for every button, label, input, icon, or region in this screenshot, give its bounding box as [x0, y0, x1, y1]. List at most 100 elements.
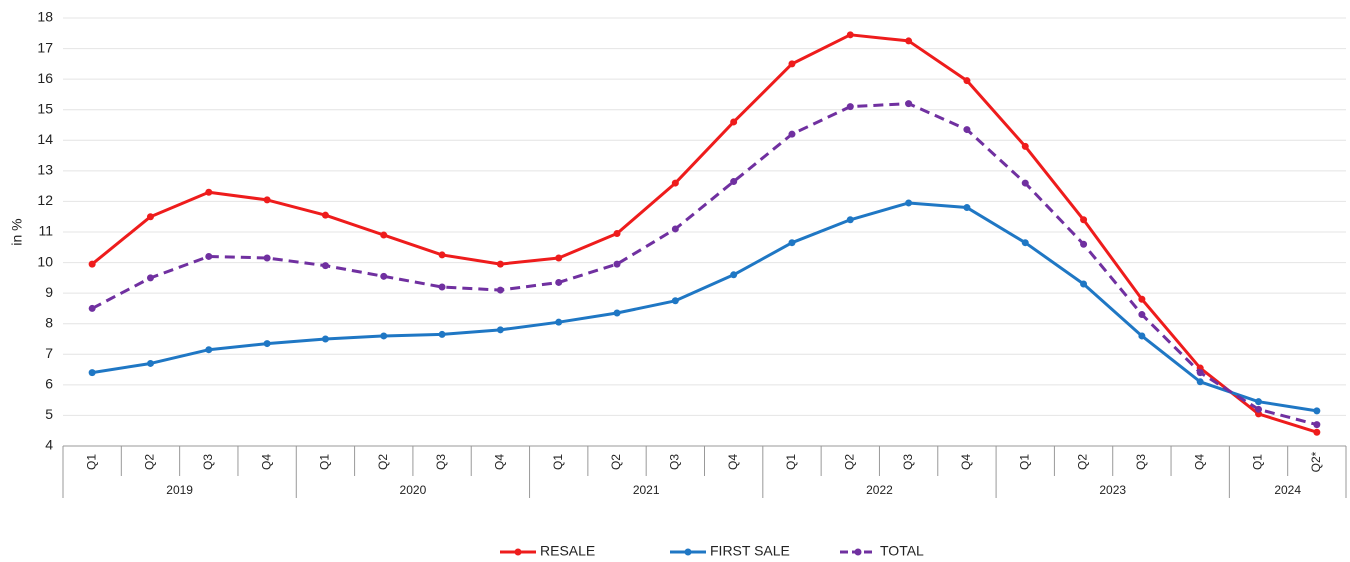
- data-point: [671, 179, 679, 187]
- legend-marker: [684, 548, 692, 556]
- data-point: [963, 204, 971, 212]
- data-point: [380, 231, 388, 239]
- data-point: [146, 274, 154, 282]
- data-point: [1313, 407, 1321, 415]
- x-tick-label: Q1: [84, 454, 98, 470]
- data-point: [1021, 239, 1029, 247]
- x-tick-label: Q1: [318, 454, 332, 470]
- x-tick-label: Q2: [376, 454, 390, 470]
- data-point: [321, 262, 329, 270]
- data-point: [438, 330, 446, 338]
- data-point: [1255, 405, 1263, 413]
- data-point: [1021, 179, 1029, 187]
- data-point: [1196, 378, 1204, 386]
- data-point: [263, 254, 271, 262]
- data-point: [496, 286, 504, 294]
- x-tick-label: Q4: [1192, 454, 1206, 470]
- data-point: [613, 230, 621, 238]
- data-point: [788, 60, 796, 68]
- x-tick-label: Q1: [551, 454, 565, 470]
- legend-label: FIRST SALE: [710, 543, 790, 559]
- data-point: [380, 272, 388, 280]
- data-point: [555, 254, 563, 262]
- year-label: 2023: [1099, 483, 1126, 497]
- y-tick-label: 9: [45, 284, 53, 300]
- x-tick-label: Q3: [1134, 454, 1148, 470]
- data-point: [730, 178, 738, 186]
- data-point: [1080, 216, 1088, 224]
- data-point: [905, 100, 913, 108]
- data-point: [263, 196, 271, 204]
- data-point: [88, 304, 96, 312]
- data-point: [496, 326, 504, 334]
- data-point: [321, 211, 329, 219]
- data-point: [963, 77, 971, 85]
- x-tick-label: Q1: [1017, 454, 1031, 470]
- data-point: [555, 278, 563, 286]
- series-line: [91, 33, 1318, 434]
- series-line: [91, 102, 1318, 427]
- data-point: [1138, 295, 1146, 303]
- x-tick-label: Q1: [1251, 454, 1265, 470]
- data-point: [905, 37, 913, 45]
- x-tick-label: Q3: [434, 454, 448, 470]
- legend-marker: [514, 548, 522, 556]
- y-tick-label: 12: [37, 192, 53, 208]
- data-point: [846, 103, 854, 111]
- data-point: [88, 260, 96, 268]
- y-tick-label: 17: [37, 39, 53, 55]
- data-point: [1080, 280, 1088, 288]
- legend-marker: [854, 548, 862, 556]
- x-tick-label: Q2: [609, 454, 623, 470]
- y-tick-label: 6: [45, 376, 53, 392]
- data-point: [1255, 398, 1263, 406]
- data-point: [1138, 311, 1146, 319]
- x-tick-label: Q2: [842, 454, 856, 470]
- x-tick-label: Q2: [1076, 454, 1090, 470]
- data-point: [1313, 428, 1321, 436]
- data-point: [788, 130, 796, 138]
- y-tick-label: 18: [37, 9, 53, 25]
- x-tick-label: Q1: [784, 454, 798, 470]
- legend-label: RESALE: [540, 543, 595, 559]
- x-tick-label: Q3: [201, 454, 215, 470]
- data-point: [730, 271, 738, 279]
- data-point: [496, 260, 504, 268]
- data-point: [1080, 240, 1088, 248]
- year-label: 2020: [400, 483, 427, 497]
- data-point: [205, 188, 213, 196]
- data-point: [1196, 369, 1204, 377]
- data-point: [380, 332, 388, 340]
- data-point: [146, 359, 154, 367]
- x-tick-label: Q3: [901, 454, 915, 470]
- data-point: [1313, 421, 1321, 429]
- y-tick-label: 5: [45, 406, 53, 422]
- data-point: [438, 283, 446, 291]
- data-point: [321, 335, 329, 343]
- data-point: [555, 318, 563, 326]
- x-tick-label: Q4: [259, 454, 273, 470]
- year-label: 2019: [166, 483, 193, 497]
- data-point: [671, 225, 679, 233]
- data-point: [88, 369, 96, 377]
- data-point: [438, 251, 446, 259]
- data-point: [788, 239, 796, 247]
- y-tick-label: 13: [37, 162, 53, 178]
- data-point: [905, 199, 913, 207]
- y-tick-label: 7: [45, 345, 53, 361]
- y-tick-label: 15: [37, 100, 53, 116]
- data-point: [205, 252, 213, 260]
- data-point: [846, 216, 854, 224]
- data-point: [263, 340, 271, 348]
- legend-label: TOTAL: [880, 543, 924, 559]
- x-tick-label: Q2*: [1309, 451, 1323, 472]
- y-tick-label: 14: [37, 131, 53, 147]
- x-tick-label: Q3: [668, 454, 682, 470]
- y-tick-label: 16: [37, 70, 53, 86]
- series-line: [91, 201, 1318, 413]
- data-point: [963, 126, 971, 134]
- year-label: 2022: [866, 483, 893, 497]
- data-point: [205, 346, 213, 354]
- y-tick-label: 10: [37, 253, 53, 269]
